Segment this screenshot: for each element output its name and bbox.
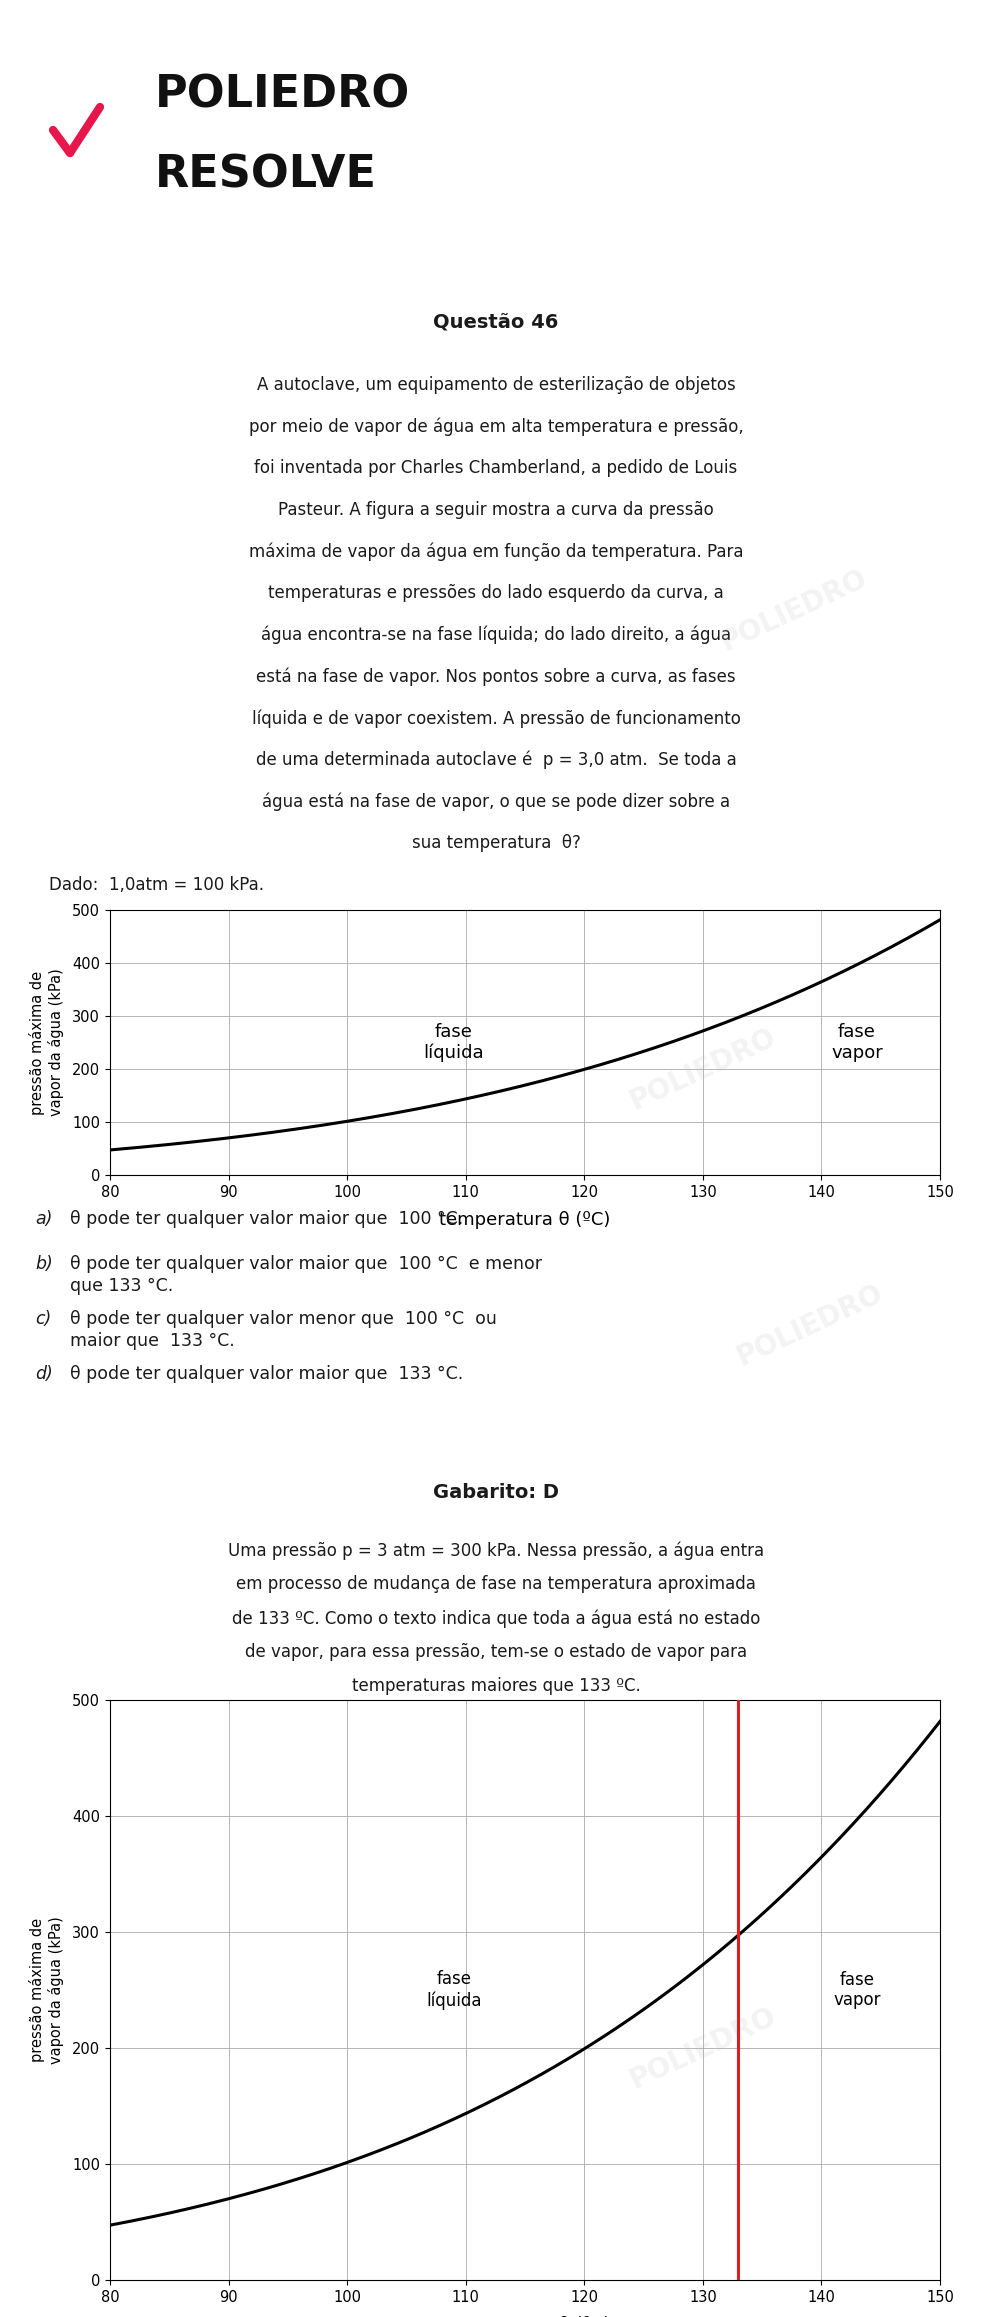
Text: sua temperatura  θ?: sua temperatura θ? [412,834,580,853]
Text: RESOLVE: RESOLVE [155,153,377,197]
Y-axis label: pressão máxima de
vapor da água (kPa): pressão máxima de vapor da água (kPa) [29,969,63,1117]
Text: líquida e de vapor coexistem. A pressão de funcionamento: líquida e de vapor coexistem. A pressão … [252,709,740,728]
Y-axis label: pressão máxima de
vapor da água (kPa): pressão máxima de vapor da água (kPa) [29,1916,63,2064]
Text: c): c) [35,1309,52,1328]
Text: de 133 ºC. Como o texto indica que toda a água está no estado: de 133 ºC. Como o texto indica que toda … [232,1608,760,1627]
Text: água está na fase de vapor, o que se pode dizer sobre a: água está na fase de vapor, o que se pod… [262,792,730,811]
Text: b): b) [35,1256,53,1272]
Text: temperaturas maiores que 133 ºC.: temperaturas maiores que 133 ºC. [351,1678,641,1696]
Text: fase
vapor: fase vapor [833,1969,881,2009]
Text: foi inventada por Charles Chamberland, a pedido de Louis: foi inventada por Charles Chamberland, a… [254,459,738,477]
Text: por meio de vapor de água em alta temperatura e pressão,: por meio de vapor de água em alta temper… [249,417,743,436]
Text: θ pode ter qualquer valor maior que  100 °C  e menor: θ pode ter qualquer valor maior que 100 … [70,1256,542,1272]
Text: de vapor, para essa pressão, tem-se o estado de vapor para: de vapor, para essa pressão, tem-se o es… [245,1643,747,1661]
Text: água encontra-se na fase líquida; do lado direito, a água: água encontra-se na fase líquida; do lad… [261,626,731,644]
Text: maior que  133 °C.: maior que 133 °C. [70,1332,235,1351]
Text: POLIEDRO: POLIEDRO [625,1022,781,1114]
Text: fase
vapor: fase vapor [831,1024,883,1061]
Text: Uma pressão p = 3 atm = 300 kPa. Nessa pressão, a água entra: Uma pressão p = 3 atm = 300 kPa. Nessa p… [228,1541,764,1559]
Text: de uma determinada autoclave é  p = 3,0 atm.  Se toda a: de uma determinada autoclave é p = 3,0 a… [256,751,736,769]
Text: que 133 °C.: que 133 °C. [70,1277,174,1295]
Text: fase
líquida: fase líquida [427,1969,481,2009]
X-axis label: temperatura θ (ºC): temperatura θ (ºC) [439,1212,611,1228]
Text: Questão 46: Questão 46 [434,313,558,331]
Text: Pasteur. A figura a seguir mostra a curva da pressão: Pasteur. A figura a seguir mostra a curv… [278,500,714,519]
Text: d): d) [35,1365,53,1383]
Text: θ pode ter qualquer valor menor que  100 °C  ou: θ pode ter qualquer valor menor que 100 … [70,1309,497,1328]
Text: está na fase de vapor. Nos pontos sobre a curva, as fases: está na fase de vapor. Nos pontos sobre … [256,667,736,686]
Text: POLIEDRO: POLIEDRO [716,563,872,656]
Text: fase
líquida: fase líquida [424,1022,484,1061]
Text: Dado:  1,0atm = 100 kPa.: Dado: 1,0atm = 100 kPa. [49,876,264,894]
Text: máxima de vapor da água em função da temperatura. Para: máxima de vapor da água em função da tem… [249,542,743,561]
Text: a): a) [35,1209,53,1228]
Text: UNICAMP: UNICAMP [611,109,889,160]
Text: POLIEDRO: POLIEDRO [732,1279,888,1372]
Text: temperaturas e pressões do lado esquerdo da curva, a: temperaturas e pressões do lado esquerdo… [268,584,724,602]
Text: Gabarito: D: Gabarito: D [433,1483,559,1501]
Text: em processo de mudança de fase na temperatura aproximada: em processo de mudança de fase na temper… [236,1576,756,1594]
Text: POLIEDRO: POLIEDRO [625,2002,781,2095]
Text: POLIEDRO: POLIEDRO [155,74,411,116]
Text: θ pode ter qualquer valor maior que  100 °C.: θ pode ter qualquer valor maior que 100 … [70,1209,463,1228]
Text: θ pode ter qualquer valor maior que  133 °C.: θ pode ter qualquer valor maior que 133 … [70,1365,463,1383]
Text: A autoclave, um equipamento de esterilização de objetos: A autoclave, um equipamento de esteriliz… [257,375,735,394]
